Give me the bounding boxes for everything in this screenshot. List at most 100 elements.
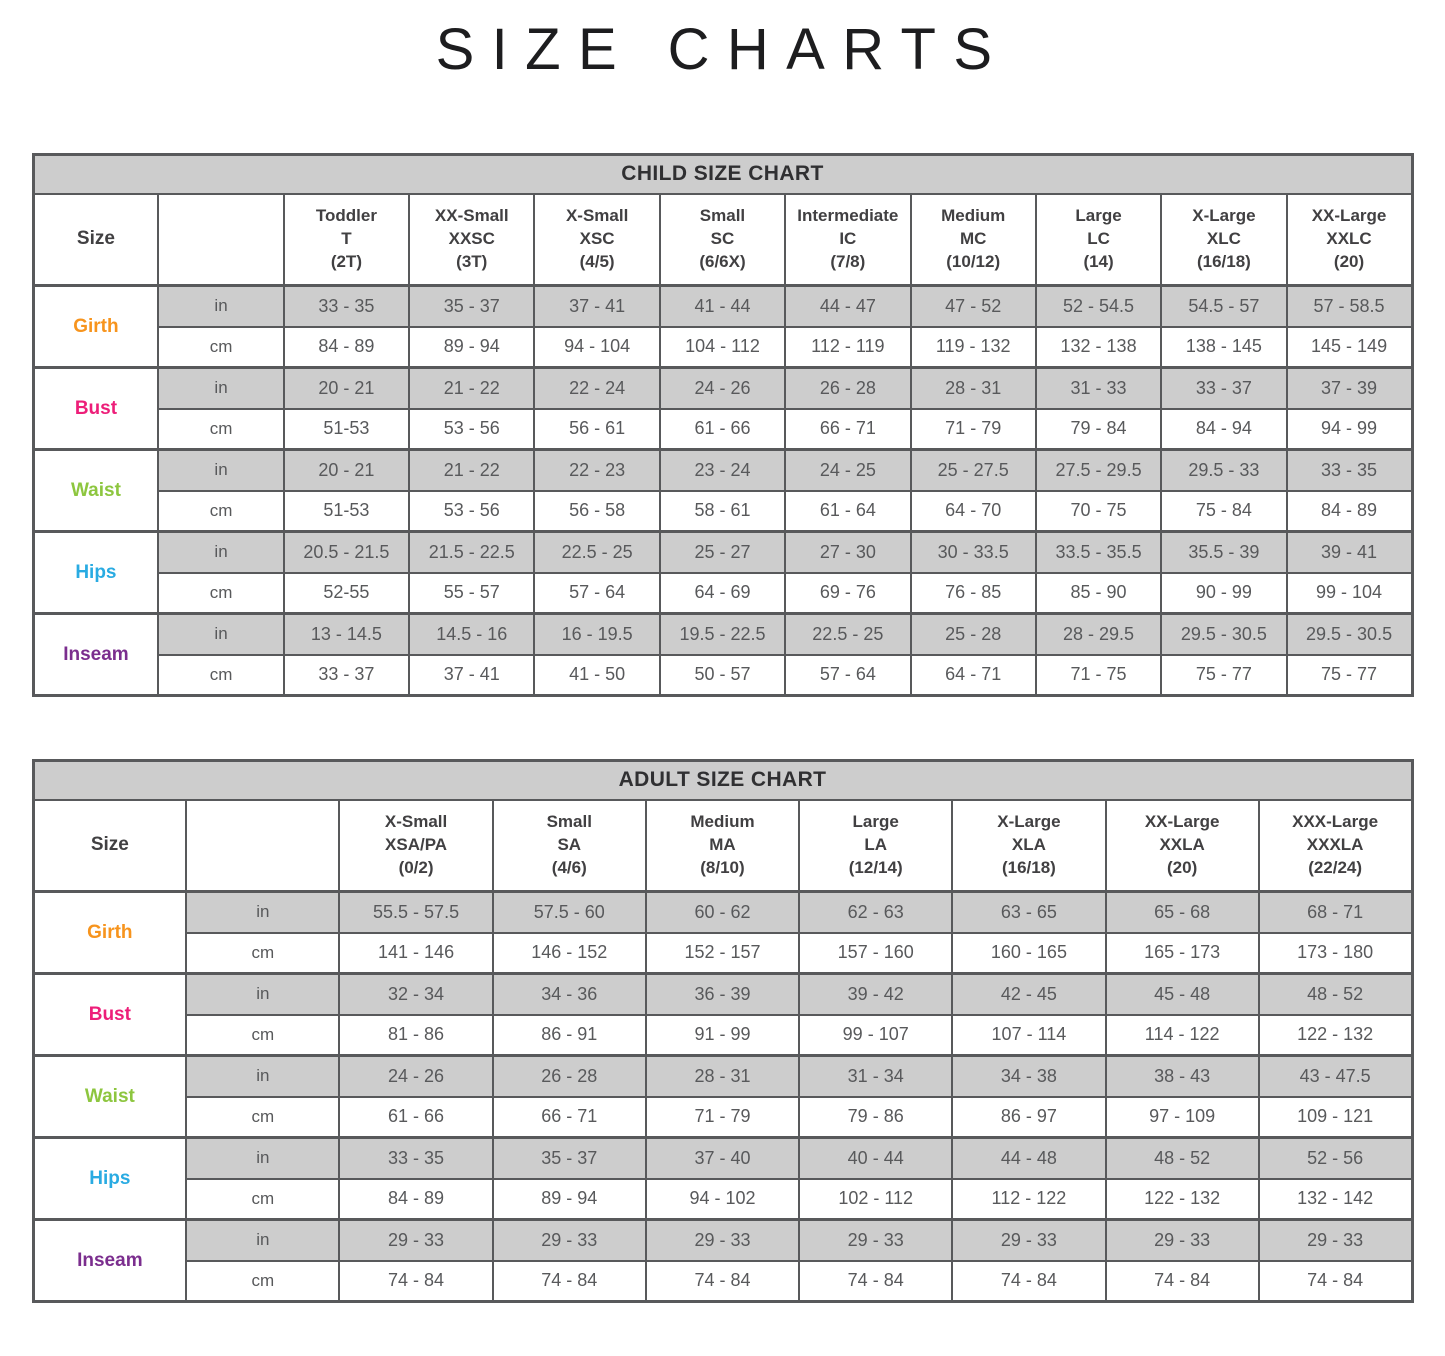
value-cell: 55.5 - 57.5 bbox=[338, 890, 494, 934]
size-column-header: Large LA (12/14) bbox=[798, 798, 954, 893]
value-cell: 22 - 24 bbox=[533, 366, 661, 410]
size-column-header-line: (10/12) bbox=[946, 251, 1001, 271]
size-column-header-line: MA bbox=[709, 834, 736, 854]
value-cell: 97 - 109 bbox=[1104, 1096, 1260, 1139]
value-cell: 57 - 58.5 bbox=[1285, 284, 1414, 328]
value-cell: 26 - 28 bbox=[784, 366, 912, 410]
value-cell: 23 - 24 bbox=[658, 448, 787, 492]
value-cell: 33 - 37 bbox=[282, 654, 411, 697]
unit-cell-cm: cm bbox=[157, 572, 285, 615]
value-cell: 74 - 84 bbox=[338, 1260, 494, 1303]
value-cell: 71 - 79 bbox=[909, 408, 1037, 451]
unit-cell-cm: cm bbox=[157, 490, 285, 533]
value-cell: 104 - 112 bbox=[658, 326, 787, 369]
value-cell: 84 - 89 bbox=[1285, 490, 1414, 533]
value-cell: 75 - 77 bbox=[1160, 654, 1288, 697]
size-column-header-line: (22/24) bbox=[1308, 857, 1363, 877]
value-cell: 74 - 84 bbox=[951, 1260, 1107, 1303]
value-cell: 74 - 84 bbox=[1104, 1260, 1260, 1303]
size-column-header: Intermediate IC (7/8) bbox=[784, 192, 912, 287]
size-column-header-line: XSA/PA bbox=[385, 834, 448, 854]
value-cell: 52 - 54.5 bbox=[1034, 284, 1163, 328]
unit-cell-cm: cm bbox=[185, 1178, 341, 1221]
measure-label: Bust bbox=[31, 972, 188, 1057]
value-cell: 25 - 27.5 bbox=[909, 448, 1037, 492]
value-cell: 94 - 102 bbox=[644, 1178, 801, 1221]
value-cell: 33.5 - 35.5 bbox=[1034, 530, 1163, 574]
size-column-header-line: MC bbox=[959, 228, 987, 248]
unit-cell-in: in bbox=[185, 890, 341, 934]
size-column-header: Medium MC (10/12) bbox=[909, 192, 1037, 287]
measure-label: Hips bbox=[31, 530, 160, 615]
size-column-header-line: XXXLA bbox=[1306, 834, 1364, 854]
value-cell: 43 - 47.5 bbox=[1257, 1054, 1414, 1098]
value-cell: 31 - 33 bbox=[1034, 366, 1163, 410]
value-cell: 74 - 84 bbox=[491, 1260, 647, 1303]
value-cell: 71 - 75 bbox=[1034, 654, 1163, 697]
value-cell: 40 - 44 bbox=[798, 1136, 954, 1180]
value-cell: 20.5 - 21.5 bbox=[282, 530, 411, 574]
value-cell: 112 - 119 bbox=[784, 326, 912, 369]
page-title: SIZE CHARTS bbox=[435, 17, 1010, 82]
value-cell: 21 - 22 bbox=[408, 448, 536, 492]
measure-row-in: Waist in 20 - 21 21 - 22 22 - 23 23 - 24 24 - … bbox=[31, 448, 1414, 533]
size-column-header-line: Small bbox=[699, 205, 746, 225]
value-cell: 41 - 50 bbox=[533, 654, 661, 697]
value-cell: 33 - 35 bbox=[1285, 448, 1414, 492]
size-column-header: X-Large XLA (16/18) bbox=[951, 798, 1107, 893]
size-column-header-line: XX-Small bbox=[434, 205, 509, 225]
size-column-header-line: XXLA bbox=[1159, 834, 1205, 854]
unit-cell-cm: cm bbox=[157, 326, 285, 369]
measure-row-in: Bust in 20 - 21 21 - 22 22 - 24 24 - 26 26 - 2… bbox=[31, 366, 1414, 451]
unit-cell-in: in bbox=[157, 366, 285, 410]
value-cell: 70 - 75 bbox=[1034, 490, 1163, 533]
size-column-header: X-Large XLC (16/18) bbox=[1160, 192, 1288, 287]
value-cell: 37 - 41 bbox=[533, 284, 661, 328]
value-cell: 76 - 85 bbox=[909, 572, 1037, 615]
value-cell: 165 - 173 bbox=[1104, 932, 1260, 975]
value-cell: 152 - 157 bbox=[644, 932, 801, 975]
child-size-chart-table: CHILD SIZE CHART Size Toddler T (2T) XX-Small… bbox=[31, 153, 1414, 697]
size-column-header-line: Medium bbox=[690, 811, 755, 831]
value-cell: 64 - 70 bbox=[909, 490, 1037, 533]
value-cell: 54.5 - 57 bbox=[1160, 284, 1288, 328]
value-cell: 89 - 94 bbox=[408, 326, 536, 369]
value-cell: 145 - 149 bbox=[1285, 326, 1414, 369]
size-column-header-line: (20) bbox=[1333, 251, 1365, 271]
value-cell: 22 - 23 bbox=[533, 448, 661, 492]
unit-cell-cm: cm bbox=[157, 654, 285, 697]
value-cell: 56 - 58 bbox=[533, 490, 661, 533]
size-column-header: Small SC (6/6X) bbox=[658, 192, 787, 287]
value-cell: 71 - 79 bbox=[644, 1096, 801, 1139]
size-column-header-line: XX-Large bbox=[1311, 205, 1387, 225]
measure-label: Bust bbox=[31, 366, 160, 451]
value-cell: 57.5 - 60 bbox=[491, 890, 647, 934]
measure-row-cm: cm 74 - 84 74 - 84 74 - 84 74 - 84 74 - 84 74 … bbox=[33, 1260, 1414, 1303]
value-cell: 37 - 41 bbox=[408, 654, 536, 697]
value-cell: 74 - 84 bbox=[644, 1260, 801, 1303]
size-column-header-line: X-Large bbox=[1192, 205, 1256, 225]
size-column-header-line: XX-Large bbox=[1144, 811, 1220, 831]
measure-row-cm: cm 84 - 89 89 - 94 94 - 102 102 - 112 112 - 1… bbox=[33, 1178, 1414, 1221]
value-cell: 94 - 104 bbox=[533, 326, 661, 369]
value-cell: 16 - 19.5 bbox=[533, 612, 661, 656]
value-cell: 66 - 71 bbox=[784, 408, 912, 451]
value-cell: 41 - 44 bbox=[658, 284, 787, 328]
value-cell: 157 - 160 bbox=[798, 932, 954, 975]
value-cell: 74 - 84 bbox=[1257, 1260, 1414, 1303]
unit-cell-in: in bbox=[157, 448, 285, 492]
value-cell: 33 - 35 bbox=[282, 284, 411, 328]
unit-header-cell bbox=[157, 192, 285, 287]
value-cell: 33 - 37 bbox=[1160, 366, 1288, 410]
unit-cell-in: in bbox=[185, 972, 341, 1016]
value-cell: 39 - 41 bbox=[1285, 530, 1414, 574]
value-cell: 39 - 42 bbox=[798, 972, 954, 1016]
value-cell: 20 - 21 bbox=[282, 448, 411, 492]
value-cell: 63 - 65 bbox=[951, 890, 1107, 934]
size-column-header: X-Small XSC (4/5) bbox=[533, 192, 661, 287]
value-cell: 29.5 - 33 bbox=[1160, 448, 1288, 492]
value-cell: 34 - 36 bbox=[491, 972, 647, 1016]
value-cell: 56 - 61 bbox=[533, 408, 661, 451]
value-cell: 33 - 35 bbox=[338, 1136, 494, 1180]
value-cell: 91 - 99 bbox=[644, 1014, 801, 1057]
